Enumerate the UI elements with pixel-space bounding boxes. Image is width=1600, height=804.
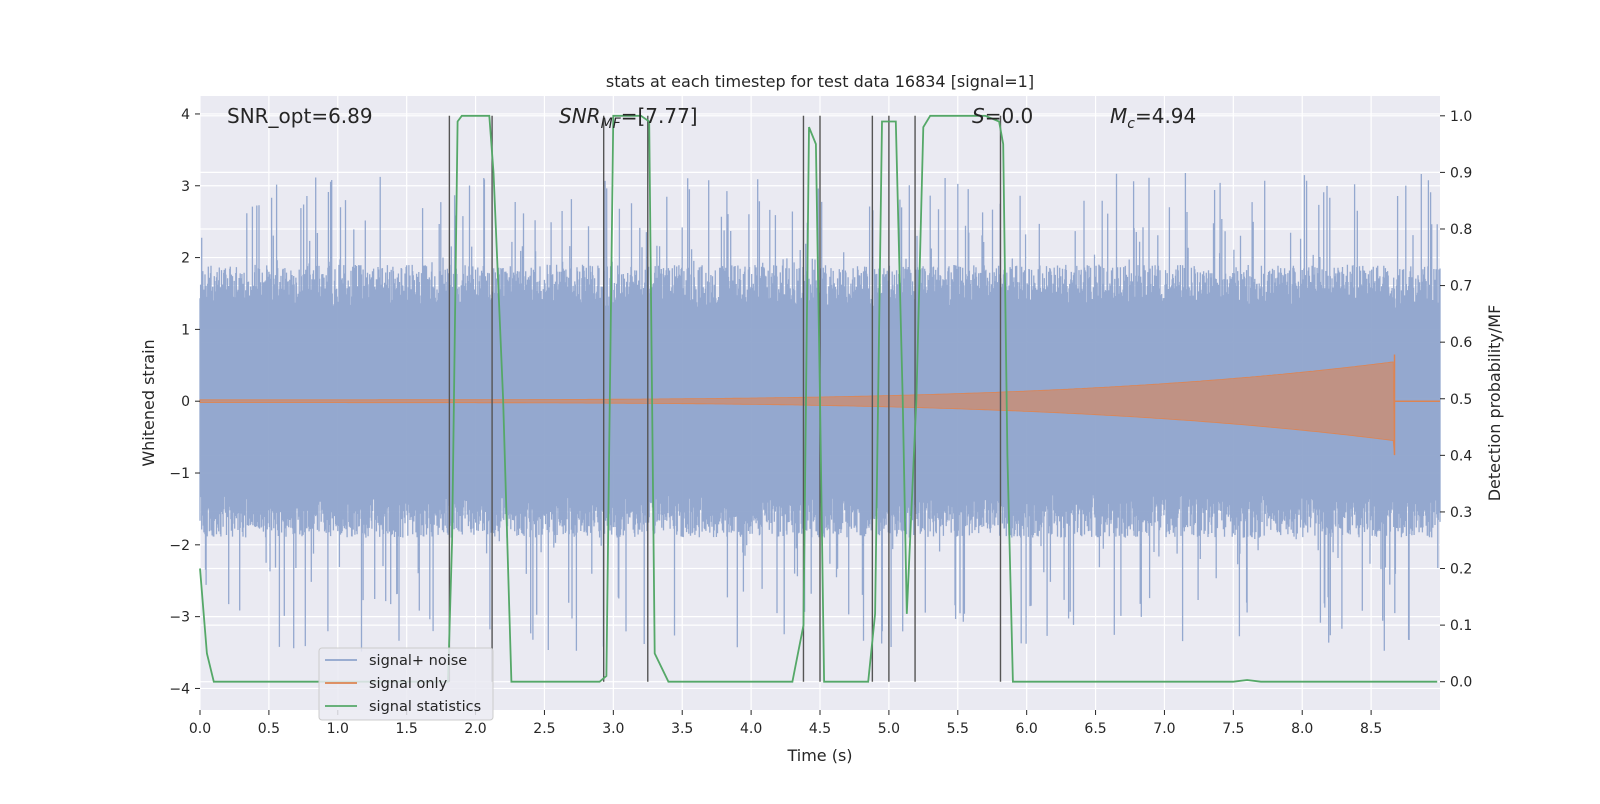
legend-label-signal-noise: signal+ noise [369,653,467,669]
x-tick-label: 7.0 [1153,721,1175,737]
axis-layer: 0.0 0.5 1.0 1.5 2.0 2.5 3.0 3.5 4.0 4.5 5.0 5.5 6.0 6… [169,107,1472,737]
y-right-tick-label: 0.6 [1450,335,1472,351]
legend: signal+ noise signal only signal statist… [318,647,494,721]
annotation-s-var: S [972,104,985,128]
y-left-tick-label: 2 [181,251,190,267]
x-tick-label: 0.0 [189,721,211,737]
y-left-tick-label: −1 [169,466,190,482]
y-left-tick-label: −3 [169,610,190,626]
x-tick-label: 6.0 [1016,721,1038,737]
y-right-tick-label: 0.5 [1450,392,1472,408]
x-tick-label: 4.5 [809,721,831,737]
x-axis-label: Time (s) [786,746,852,765]
y-right-tick-label: 0.3 [1450,505,1472,521]
annotation-snr-mf-base: SNR [559,104,601,128]
annotation-mc: Mc=4.94 [1110,104,1196,132]
x-tick-label: 1.0 [327,721,349,737]
annotation-mc-sub: c [1127,116,1135,132]
legend-label-signal-statistics: signal statistics [369,699,481,715]
x-tick-label: 5.5 [947,721,969,737]
y-left-tick-label: 0 [181,394,190,410]
annotation-snr-mf: SNRMF=[7.77] [559,104,698,132]
y-left-tick-label: 1 [181,322,190,338]
annotation-snr-mf-value: =[7.77] [621,104,698,128]
x-tick-label: 6.5 [1084,721,1106,737]
y-left-tick-label: 4 [181,107,190,123]
annotation-mc-base: M [1110,104,1127,128]
x-tick-label: 2.0 [464,721,486,737]
x-tick-label: 8.5 [1360,721,1382,737]
y-left-tick-label: 3 [181,179,190,195]
annotations: SNR_opt=6.89 SNRMF=[7.77] S=0.0 Mc=4.94 [227,104,1196,132]
series-signal-statistics [199,114,1438,683]
x-tick-label: 7.5 [1222,721,1244,737]
y-left-tick-label: −2 [169,538,190,554]
x-tick-label: 3.0 [602,721,624,737]
x-tick-label: 4.0 [740,721,762,737]
annotation-mc-value: =4.94 [1135,104,1196,128]
legend-box [318,647,494,721]
annotation-snr-opt: SNR_opt=6.89 [227,104,373,128]
legend-label-signal-only: signal only [369,676,448,692]
y-axis-label-right: Detection probability/MF [1485,305,1504,502]
x-tick-label: 1.5 [396,721,418,737]
annotation-s-value: =0.0 [985,104,1034,128]
y-right-tick-label: 1.0 [1450,109,1472,125]
annotation-snr-mf-sub: MF [601,116,622,132]
chart-title: stats at each timestep for test data 168… [606,72,1034,91]
y-right-tick-label: 0.1 [1450,618,1472,634]
x-tick-label: 0.5 [258,721,280,737]
y-axis-label-left: Whitened strain [139,339,158,466]
y-right-tick-label: 0.0 [1450,675,1472,691]
y-right-tick-label: 0.7 [1450,279,1472,295]
y-left-tick-label: −4 [169,681,190,697]
y-right-tick-label: 0.8 [1450,222,1472,238]
x-tick-label: 5.0 [878,721,900,737]
series-layer [199,114,1441,683]
x-tick-label: 3.5 [671,721,693,737]
x-tick-label: 2.5 [533,721,555,737]
y-right-tick-label: 0.4 [1450,448,1472,464]
y-right-tick-label: 0.2 [1450,562,1472,578]
x-tick-label: 8.0 [1291,721,1313,737]
y-right-tick-label: 0.9 [1450,165,1472,181]
annotation-s: S=0.0 [972,104,1033,128]
